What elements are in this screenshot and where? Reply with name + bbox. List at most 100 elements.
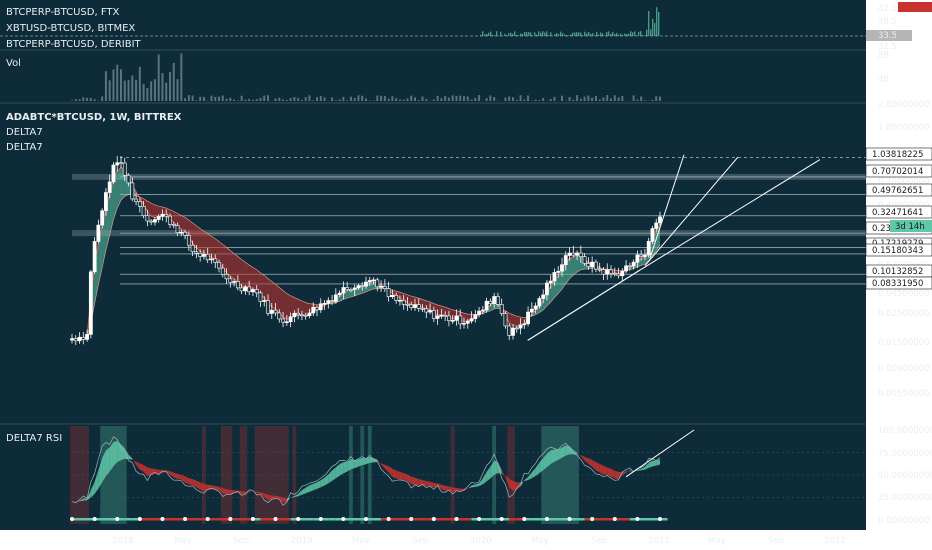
volume-bar [334, 100, 337, 101]
cloud-segment [154, 204, 159, 218]
candle-body [258, 292, 263, 302]
top-bar [632, 32, 634, 36]
time-axis-background [0, 530, 932, 550]
top-bar [608, 31, 610, 36]
volume-bar [342, 96, 345, 101]
signal-dot [386, 517, 391, 521]
volume-bar [259, 97, 262, 101]
top-bar [622, 35, 624, 36]
volume-bar [278, 97, 281, 101]
top-bar [522, 33, 524, 36]
candle-body [484, 300, 489, 311]
candle-body [104, 192, 108, 212]
volume-bar [138, 66, 141, 101]
candle-body [77, 336, 82, 342]
signal-dot [522, 517, 527, 521]
rsi-cloud-segment [565, 445, 570, 456]
rsi-zone-band [73, 426, 78, 524]
signal-bar [298, 518, 306, 521]
rsi-trend-line [625, 429, 695, 478]
price-tag-4: 0.23 [872, 224, 891, 234]
candle-body [594, 261, 598, 270]
signal-bar [366, 518, 374, 521]
rsi-cloud-segment [528, 472, 532, 481]
rsi-cloud-segment [546, 450, 551, 468]
price-tag-2: 0.49762651 [872, 186, 923, 196]
signal-dot [205, 517, 210, 521]
rsi-cloud-segment [426, 481, 431, 487]
candle-body [145, 215, 150, 222]
volume-bar [308, 95, 311, 101]
time-label-0: 2018 [112, 536, 134, 546]
volume-bar [425, 98, 428, 101]
candle-body [454, 315, 459, 321]
top-title-2: XBTUSD-BTCUSD, BITMEX [6, 23, 135, 34]
volume-bar [583, 96, 586, 101]
vol-axis-label-1: 4B [878, 75, 889, 85]
volume-bar [218, 96, 220, 101]
top-bar [626, 33, 628, 36]
signal-bar [411, 518, 419, 521]
signal-bar [426, 518, 434, 521]
rsi-cloud-segment [192, 479, 197, 488]
top-bar [652, 18, 654, 36]
cloud-segment [513, 314, 517, 327]
volume-bar [233, 99, 236, 101]
rsi-cloud-segment [121, 444, 125, 461]
candle-body [447, 315, 451, 321]
rsi-cloud-segment [279, 496, 284, 503]
main-title: ADABTC*BTCUSD, 1W, BITTREX [6, 112, 182, 123]
signal-bar [358, 518, 366, 521]
volume-bar [346, 100, 349, 101]
candle-body [149, 220, 154, 223]
top-bar [582, 35, 584, 36]
signal-bar [72, 518, 80, 521]
volume-bar [214, 96, 217, 101]
rsi-cloud-segment [441, 484, 446, 491]
volume-bar [561, 95, 563, 101]
rsi-cloud-segment [158, 469, 163, 475]
volume-bar [414, 97, 416, 101]
top-bar [490, 31, 492, 36]
volume-bar [89, 98, 92, 101]
signal-bar [479, 518, 487, 521]
trend-lines[interactable] [527, 154, 821, 341]
signal-bar [471, 518, 480, 521]
candle-body [413, 304, 417, 308]
rsi-cloud-segment [392, 468, 397, 479]
rsi-cloud-segment [109, 442, 114, 472]
candle-body [356, 285, 361, 289]
candle-body [424, 308, 429, 313]
top-bar [548, 35, 550, 36]
cloud-segment [441, 306, 446, 316]
rsi-cloud-segment [350, 459, 355, 470]
volume-bar [572, 99, 575, 101]
top-bar [510, 32, 512, 36]
volume-bar [504, 97, 507, 101]
main-axis-label-7: 0.02500000 [878, 309, 929, 319]
cloud-segment [614, 270, 619, 275]
rsi-cloud-segment [388, 466, 393, 477]
candle-body [522, 323, 527, 326]
rsi-cloud-segment [494, 460, 498, 475]
rsi-zone-band [228, 426, 233, 524]
volume-bar [376, 95, 379, 101]
candle-body [115, 162, 120, 166]
signal-bar [456, 518, 464, 521]
volume-bar [549, 98, 552, 101]
volume-bar [319, 96, 322, 101]
signal-bar [147, 518, 155, 521]
top-bar [492, 34, 494, 36]
top-bar [620, 33, 622, 36]
rsi-cloud-segment [143, 464, 148, 477]
rsi-cloud-segment [592, 459, 596, 471]
candle-body [431, 310, 436, 319]
rsi-cloud-segment [437, 483, 442, 490]
volume-bar [380, 95, 383, 101]
candle-body [70, 338, 74, 341]
candle-body [578, 252, 583, 257]
rsi-cloud-segment [87, 490, 91, 501]
candle-body [465, 320, 470, 324]
volume-bar [86, 97, 89, 101]
